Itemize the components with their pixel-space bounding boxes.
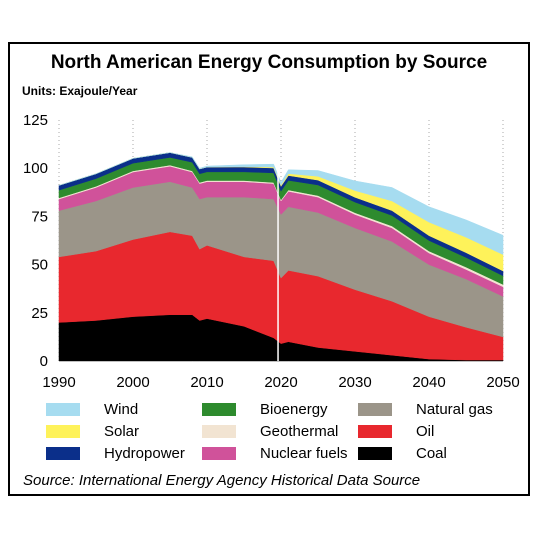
legend-swatch (202, 424, 236, 438)
y-tick-75: 75 (31, 208, 48, 225)
legend-item-coal: Coal (358, 444, 447, 462)
y-tick-25: 25 (31, 305, 48, 322)
legend-swatch (358, 424, 392, 438)
legend-item-solar: Solar (46, 422, 139, 440)
legend-item-geothermal: Geothermal (202, 422, 338, 440)
units-label: Units: Exajoule/Year (22, 84, 138, 98)
legend-label: Wind (104, 400, 139, 418)
legend-label: Bioenergy (260, 400, 328, 418)
y-tick-100: 100 (23, 160, 48, 177)
area-wind (58, 152, 504, 255)
y-tick-0: 0 (40, 353, 48, 370)
legend: Wind Solar Hydropower Bioenergy Geothermal Nu… (46, 400, 516, 466)
legend-item-oil: Oil (358, 422, 434, 440)
stacked-area-chart: 0 25 50 75 100 125 1990 2000 2010 2020 2030 2040 205… (23, 112, 520, 391)
legend-item-bioenergy: Bioenergy (202, 400, 328, 418)
legend-swatch (202, 446, 236, 460)
legend-item-natural-gas: Natural gas (358, 400, 493, 418)
legend-swatch (46, 446, 80, 460)
legend-swatch (358, 446, 392, 460)
legend-label: Oil (416, 422, 435, 440)
legend-label: Geothermal (260, 422, 339, 440)
legend-label: Solar (104, 422, 140, 440)
y-tick-50: 50 (31, 257, 48, 274)
legend-item-hydropower: Hydropower (46, 444, 185, 462)
legend-label: Nuclear fuels (260, 444, 348, 462)
legend-swatch (202, 402, 236, 416)
legend-label: Coal (416, 444, 447, 462)
legend-label: Natural gas (416, 400, 493, 418)
x-tick-1990: 1990 (42, 374, 75, 391)
source-note: Source: International Energy Agency Hist… (23, 472, 421, 489)
legend-swatch (46, 424, 80, 438)
legend-label: Hydropower (104, 444, 185, 462)
x-tick-2000: 2000 (116, 374, 149, 391)
chart-title: North American Energy Consumption by Sou… (50, 52, 488, 73)
x-tick-2030: 2030 (338, 374, 371, 391)
legend-swatch (46, 402, 80, 416)
x-tick-2010: 2010 (190, 374, 223, 391)
y-tick-125: 125 (23, 112, 48, 129)
chart-frame: North American Energy Consumption by Sou… (8, 42, 530, 496)
x-tick-2050: 2050 (486, 374, 519, 391)
legend-item-wind: Wind (46, 400, 138, 418)
x-tick-2040: 2040 (412, 374, 445, 391)
legend-swatch (358, 402, 392, 416)
legend-item-nuclear-fuels: Nuclear fuels (202, 444, 348, 462)
x-tick-2020: 2020 (264, 374, 297, 391)
